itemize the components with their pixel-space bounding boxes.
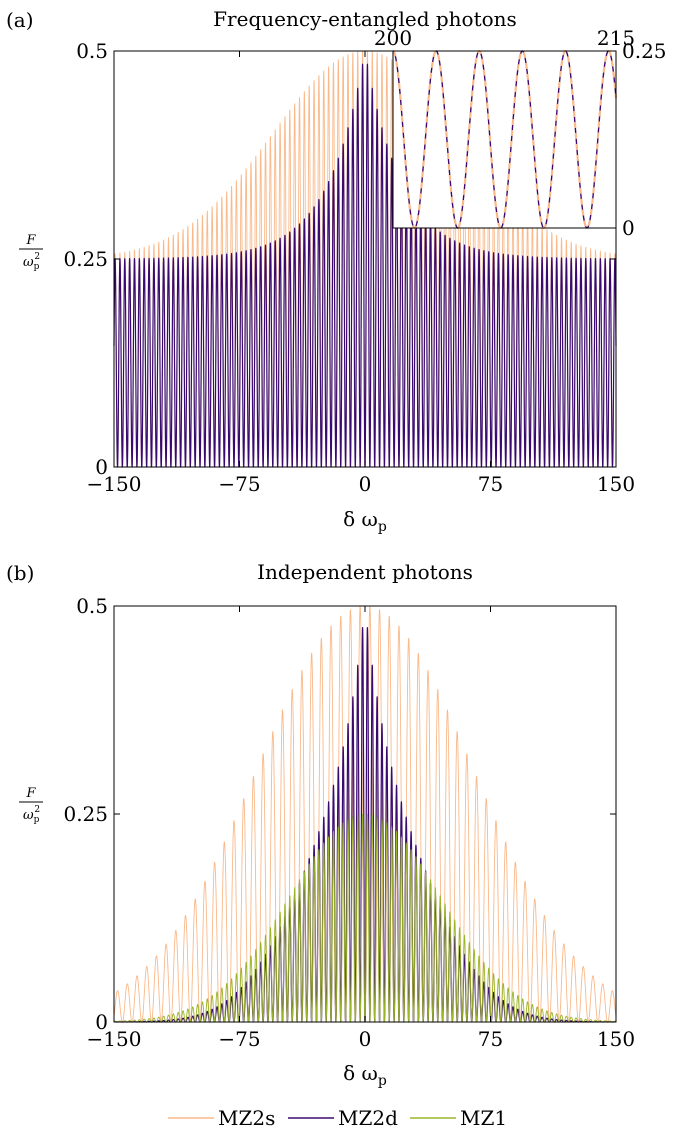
legend-label-mz2s: MZ2s — [218, 1106, 275, 1130]
panel-a-title: Frequency-entangled photons — [213, 7, 517, 31]
panel-b-plot-frame — [113, 605, 617, 1023]
panel-a-y-axis-label: F ωp2 — [19, 233, 43, 272]
x-tick-label: −75 — [218, 1027, 260, 1051]
panel-a: (a) Frequency-entangled photons −150 −75 0… — [6, 7, 667, 535]
x-tick-label: 0 — [359, 1027, 372, 1051]
panel-a-x-axis-label: δ ωp — [343, 507, 387, 535]
x-tick-label: −75 — [218, 472, 260, 496]
legend: MZ2s MZ2d MZ1 — [168, 1106, 507, 1130]
inset-frame — [392, 50, 617, 229]
y-tick-label: 0.25 — [63, 802, 108, 826]
panel-b-label: (b) — [6, 561, 34, 585]
y-tick-label: 0.5 — [76, 39, 108, 63]
inset-x-tick-label: 215 — [597, 26, 635, 50]
inset-series — [392, 49, 618, 230]
x-tick-label: 75 — [478, 472, 503, 496]
panel-b-series — [113, 605, 617, 1023]
legend-label-mz2d: MZ2d — [338, 1106, 398, 1130]
series-line-mz2d — [113, 626, 617, 1023]
panel-a-ticks: −150 −75 0 75 150 0 0.25 0.5 — [63, 39, 635, 496]
inset-ticks: 200 215 0 0.25 — [374, 26, 667, 240]
panel-b: (b) Independent photons −150 −75 0 75 150 0 0.… — [6, 560, 635, 1089]
panel-b-title: Independent photons — [257, 560, 473, 584]
y-label-numerator: F — [25, 786, 36, 801]
panel-b-y-axis-label: F ωp2 — [19, 786, 43, 825]
x-tick-label: −150 — [87, 472, 142, 496]
legend-label-mz1: MZ1 — [460, 1106, 507, 1130]
y-tick-label: 0 — [95, 1010, 108, 1034]
series-line-mz2s — [113, 605, 617, 1023]
panel-b-ticks: −150 −75 0 75 150 0 0.25 0.5 — [63, 594, 635, 1051]
panel-a-inset: 200 215 0 0.25 — [374, 26, 667, 240]
panel-b-x-axis-label: δ ωp — [343, 1061, 387, 1089]
x-tick-label: 150 — [597, 1027, 635, 1051]
panel-a-label: (a) — [6, 8, 34, 32]
inset-series-line-mz2d — [392, 50, 617, 229]
x-tick-label: 150 — [597, 472, 635, 496]
x-tick-label: 0 — [359, 472, 372, 496]
y-label-denominator: ωp2 — [23, 252, 40, 272]
inset-y-tick-label: 0 — [622, 216, 635, 240]
x-tick-label: −150 — [87, 1027, 142, 1051]
inset-y-tick-label: 0.25 — [622, 39, 667, 63]
y-tick-label: 0 — [95, 455, 108, 479]
y-label-numerator: F — [25, 233, 36, 248]
y-label-denominator: ωp2 — [23, 805, 40, 825]
y-tick-label: 0.25 — [63, 247, 108, 271]
x-tick-label: 75 — [478, 1027, 503, 1051]
y-tick-label: 0.5 — [76, 594, 108, 618]
inset-x-tick-label: 200 — [374, 26, 412, 50]
